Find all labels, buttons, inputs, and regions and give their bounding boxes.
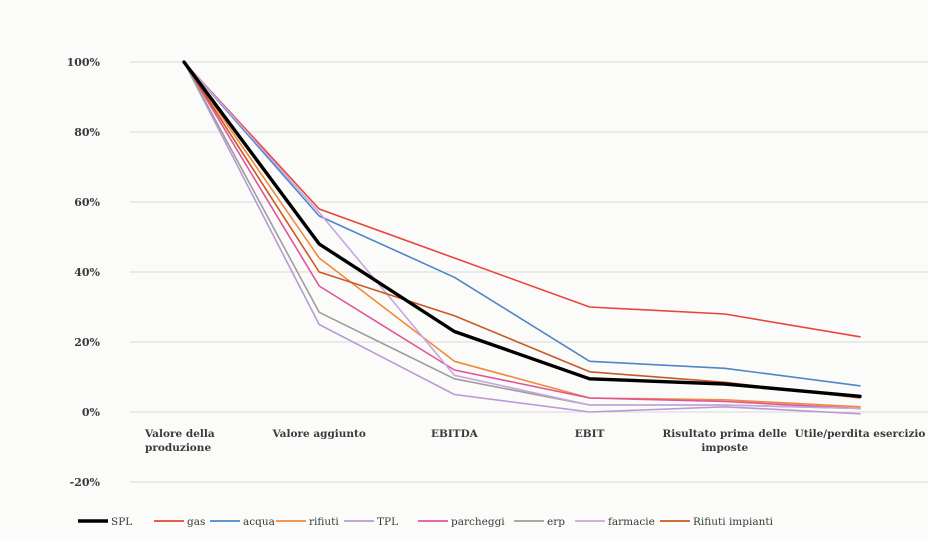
series-line-parcheggi: [183, 61, 861, 410]
x-category-label: Utile/perdita esercizio: [795, 428, 926, 440]
y-tick-label: -20%: [70, 476, 101, 489]
y-tick-label: 0%: [82, 406, 101, 419]
legend-label: TPL: [377, 516, 398, 528]
series-line-gas: [183, 61, 861, 338]
legend-label: erp: [547, 516, 565, 528]
x-axis-categories: Valore della produzione Valore aggiunto EBI…: [144, 428, 925, 454]
x-category-label: Valore aggiunto: [271, 428, 365, 440]
legend-label: parcheggi: [451, 516, 505, 528]
series-line-rifiuti: [183, 61, 861, 408]
x-category-label: Risultato prima delle imposte: [663, 428, 788, 454]
y-tick-label: 80%: [74, 126, 100, 139]
series-line-farmacie: [183, 61, 861, 410]
legend: SPL gas acqua rifiuti TPL parcheggi erp farmaci…: [78, 516, 774, 528]
legend-label: rifiuti: [309, 516, 339, 528]
series-line-tpl: [183, 61, 861, 415]
series-line-acqua: [183, 61, 861, 387]
x-category-label: EBIT: [575, 428, 605, 440]
y-tick-label: 40%: [74, 266, 100, 279]
y-tick-label: 20%: [74, 336, 100, 349]
legend-label: Rifiuti impianti: [693, 516, 774, 528]
gridlines: [130, 61, 928, 483]
legend-label: acqua: [243, 516, 275, 528]
legend-label: SPL: [111, 516, 132, 528]
y-axis-ticks: -20% 0% 20% 40% 60% 80% 100%: [67, 56, 101, 489]
legend-label: farmacie: [608, 516, 655, 528]
y-tick-label: 100%: [67, 56, 101, 69]
x-category-label: Valore della produzione: [144, 428, 215, 454]
x-category-label: EBITDA: [431, 428, 479, 440]
series-line-spl: [182, 60, 862, 398]
y-tick-label: 60%: [74, 196, 100, 209]
series-lines: [182, 60, 862, 415]
legend-label: gas: [187, 516, 205, 528]
